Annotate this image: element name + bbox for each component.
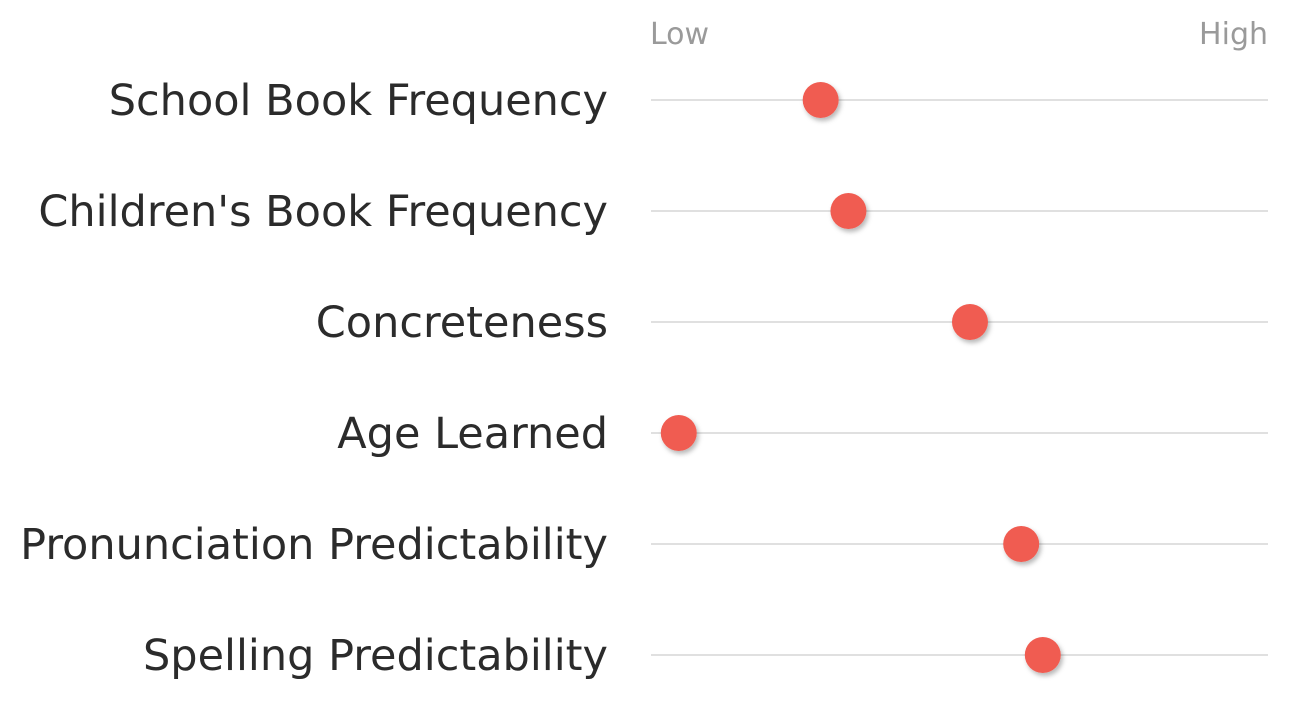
data-point-dot bbox=[951, 304, 988, 340]
data-point-dot bbox=[1024, 637, 1061, 673]
chart-row: Concreteness bbox=[316, 298, 1268, 348]
data-point-dot bbox=[830, 193, 867, 229]
row-label: Concreteness bbox=[316, 298, 608, 348]
scale-high-label: High bbox=[1199, 17, 1268, 52]
row-label: School Book Frequency bbox=[109, 76, 608, 126]
row-label: Age Learned bbox=[337, 409, 608, 459]
data-point-dot bbox=[660, 415, 697, 451]
chart-row: Spelling Predictability bbox=[143, 631, 1268, 681]
row-label: Pronunciation Predictability bbox=[20, 520, 608, 570]
chart-row: Pronunciation Predictability bbox=[20, 520, 1268, 570]
data-point-dot bbox=[802, 82, 839, 118]
chart-row: Age Learned bbox=[337, 409, 1268, 459]
chart-rows: School Book Frequency Children's Book Fre… bbox=[20, 76, 1268, 681]
scale-low-label: Low bbox=[650, 17, 709, 52]
data-point-dot bbox=[1003, 526, 1040, 562]
row-label: Spelling Predictability bbox=[143, 631, 608, 681]
chart-row: School Book Frequency bbox=[109, 76, 1268, 126]
row-label: Children's Book Frequency bbox=[38, 187, 608, 237]
chart-row: Children's Book Frequency bbox=[38, 187, 1268, 237]
